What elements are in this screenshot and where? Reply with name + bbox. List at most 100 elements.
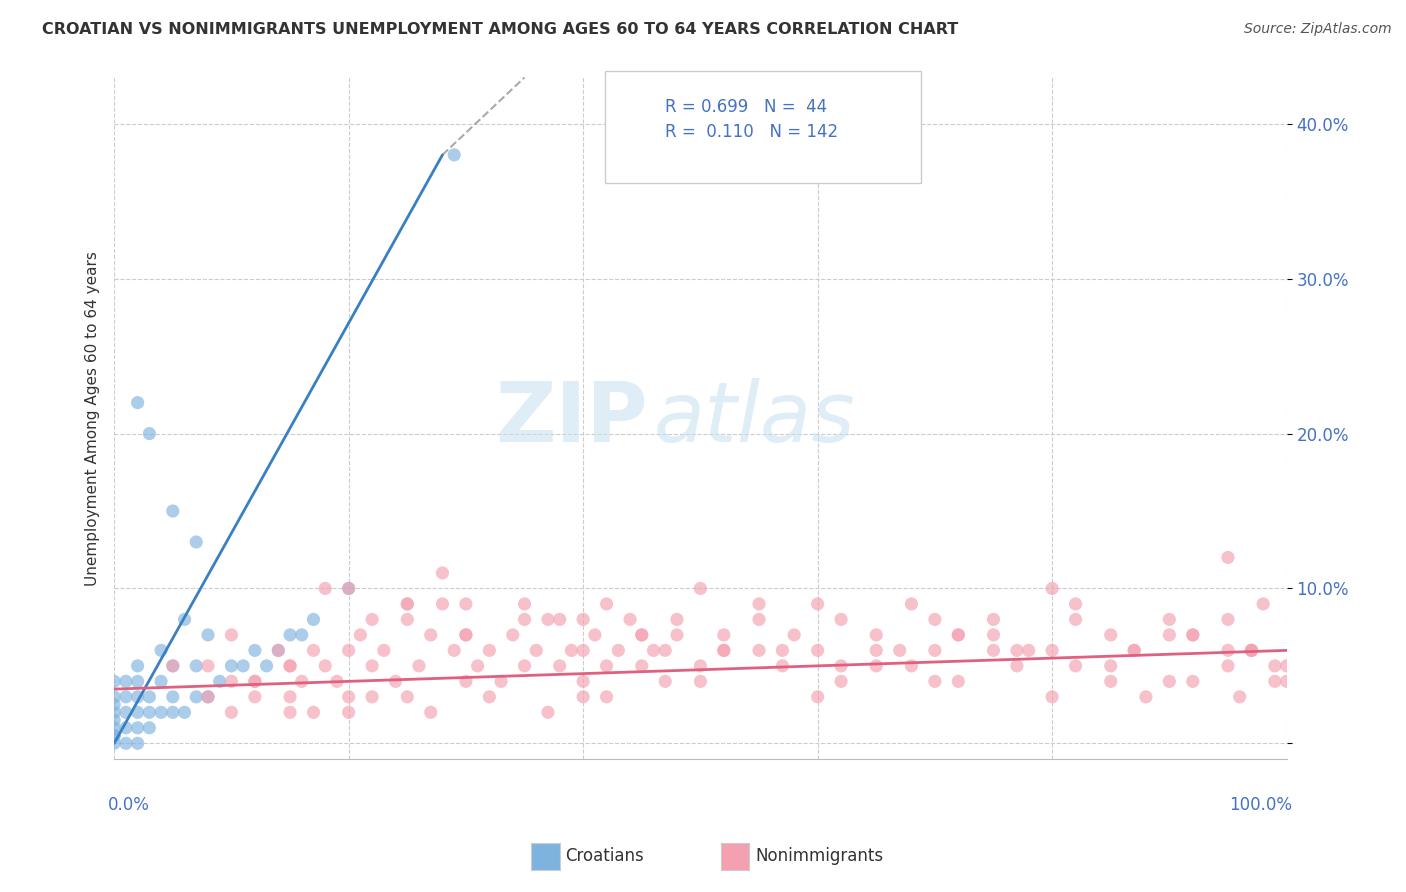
Point: [865, 658, 887, 673]
Point: [1040, 690, 1063, 704]
Point: [243, 674, 266, 689]
Point: [103, 698, 125, 712]
Point: [983, 612, 1005, 626]
Point: [267, 643, 290, 657]
Point: [278, 658, 301, 673]
Point: [502, 628, 524, 642]
Point: [548, 612, 571, 626]
Point: [150, 643, 173, 657]
Point: [1135, 690, 1157, 704]
Point: [138, 690, 160, 704]
Point: [1099, 658, 1122, 673]
Point: [432, 566, 454, 580]
Point: [524, 643, 547, 657]
Point: [115, 736, 138, 750]
Point: [302, 706, 325, 720]
Point: [396, 597, 419, 611]
Point: [1229, 690, 1251, 704]
Point: [748, 597, 770, 611]
Point: [572, 612, 595, 626]
Point: [1005, 643, 1028, 657]
Point: [103, 674, 125, 689]
Point: [127, 736, 149, 750]
Point: [1216, 612, 1239, 626]
Point: [900, 597, 922, 611]
Point: [197, 690, 219, 704]
Point: [373, 643, 395, 657]
Point: [1018, 643, 1040, 657]
Y-axis label: Unemployment Among Ages 60 to 64 years: Unemployment Among Ages 60 to 64 years: [86, 251, 100, 585]
Point: [173, 612, 195, 626]
Point: [1216, 643, 1239, 657]
Point: [337, 582, 360, 596]
Point: [162, 658, 184, 673]
Text: R = 0.699   N =  44: R = 0.699 N = 44: [665, 98, 827, 116]
Point: [150, 706, 173, 720]
Point: [948, 628, 970, 642]
Point: [384, 674, 406, 689]
Point: [830, 674, 852, 689]
Text: R =  0.110   N = 142: R = 0.110 N = 142: [665, 123, 838, 141]
Point: [337, 643, 360, 657]
Point: [689, 674, 711, 689]
Point: [948, 674, 970, 689]
Point: [1181, 628, 1204, 642]
Point: [983, 628, 1005, 642]
Point: [186, 658, 208, 673]
Point: [537, 612, 560, 626]
Point: [115, 706, 138, 720]
Point: [467, 658, 489, 673]
Point: [1264, 658, 1286, 673]
Point: [1123, 643, 1146, 657]
Point: [162, 658, 184, 673]
Point: [138, 426, 160, 441]
Point: [221, 706, 243, 720]
Point: [162, 504, 184, 518]
Point: [221, 658, 243, 673]
Point: [595, 597, 617, 611]
Point: [1240, 643, 1263, 657]
Point: [278, 690, 301, 704]
Point: [1099, 674, 1122, 689]
Text: 100.0%: 100.0%: [1229, 797, 1292, 814]
Point: [654, 674, 676, 689]
Point: [537, 706, 560, 720]
Point: [337, 706, 360, 720]
Point: [396, 690, 419, 704]
Text: Croatians: Croatians: [565, 847, 644, 865]
Point: [103, 729, 125, 743]
Point: [560, 643, 582, 657]
Point: [243, 674, 266, 689]
Point: [454, 597, 477, 611]
Point: [138, 706, 160, 720]
Point: [1064, 658, 1087, 673]
Point: [1159, 628, 1181, 642]
Point: [807, 643, 830, 657]
Point: [948, 628, 970, 642]
Point: [291, 674, 314, 689]
Point: [1123, 643, 1146, 657]
Point: [115, 690, 138, 704]
Text: Source: ZipAtlas.com: Source: ZipAtlas.com: [1244, 22, 1392, 37]
Point: [208, 674, 231, 689]
Point: [103, 736, 125, 750]
Point: [1181, 628, 1204, 642]
Point: [1159, 612, 1181, 626]
Point: [572, 674, 595, 689]
Point: [408, 658, 430, 673]
Point: [630, 658, 652, 673]
Point: [454, 628, 477, 642]
Point: [326, 674, 349, 689]
Point: [115, 674, 138, 689]
Point: [983, 643, 1005, 657]
Point: [689, 582, 711, 596]
Point: [1181, 674, 1204, 689]
Point: [127, 395, 149, 409]
Point: [1216, 658, 1239, 673]
Point: [361, 612, 384, 626]
Point: [337, 582, 360, 596]
Point: [361, 690, 384, 704]
Point: [665, 628, 688, 642]
Point: [291, 628, 314, 642]
Point: [197, 690, 219, 704]
